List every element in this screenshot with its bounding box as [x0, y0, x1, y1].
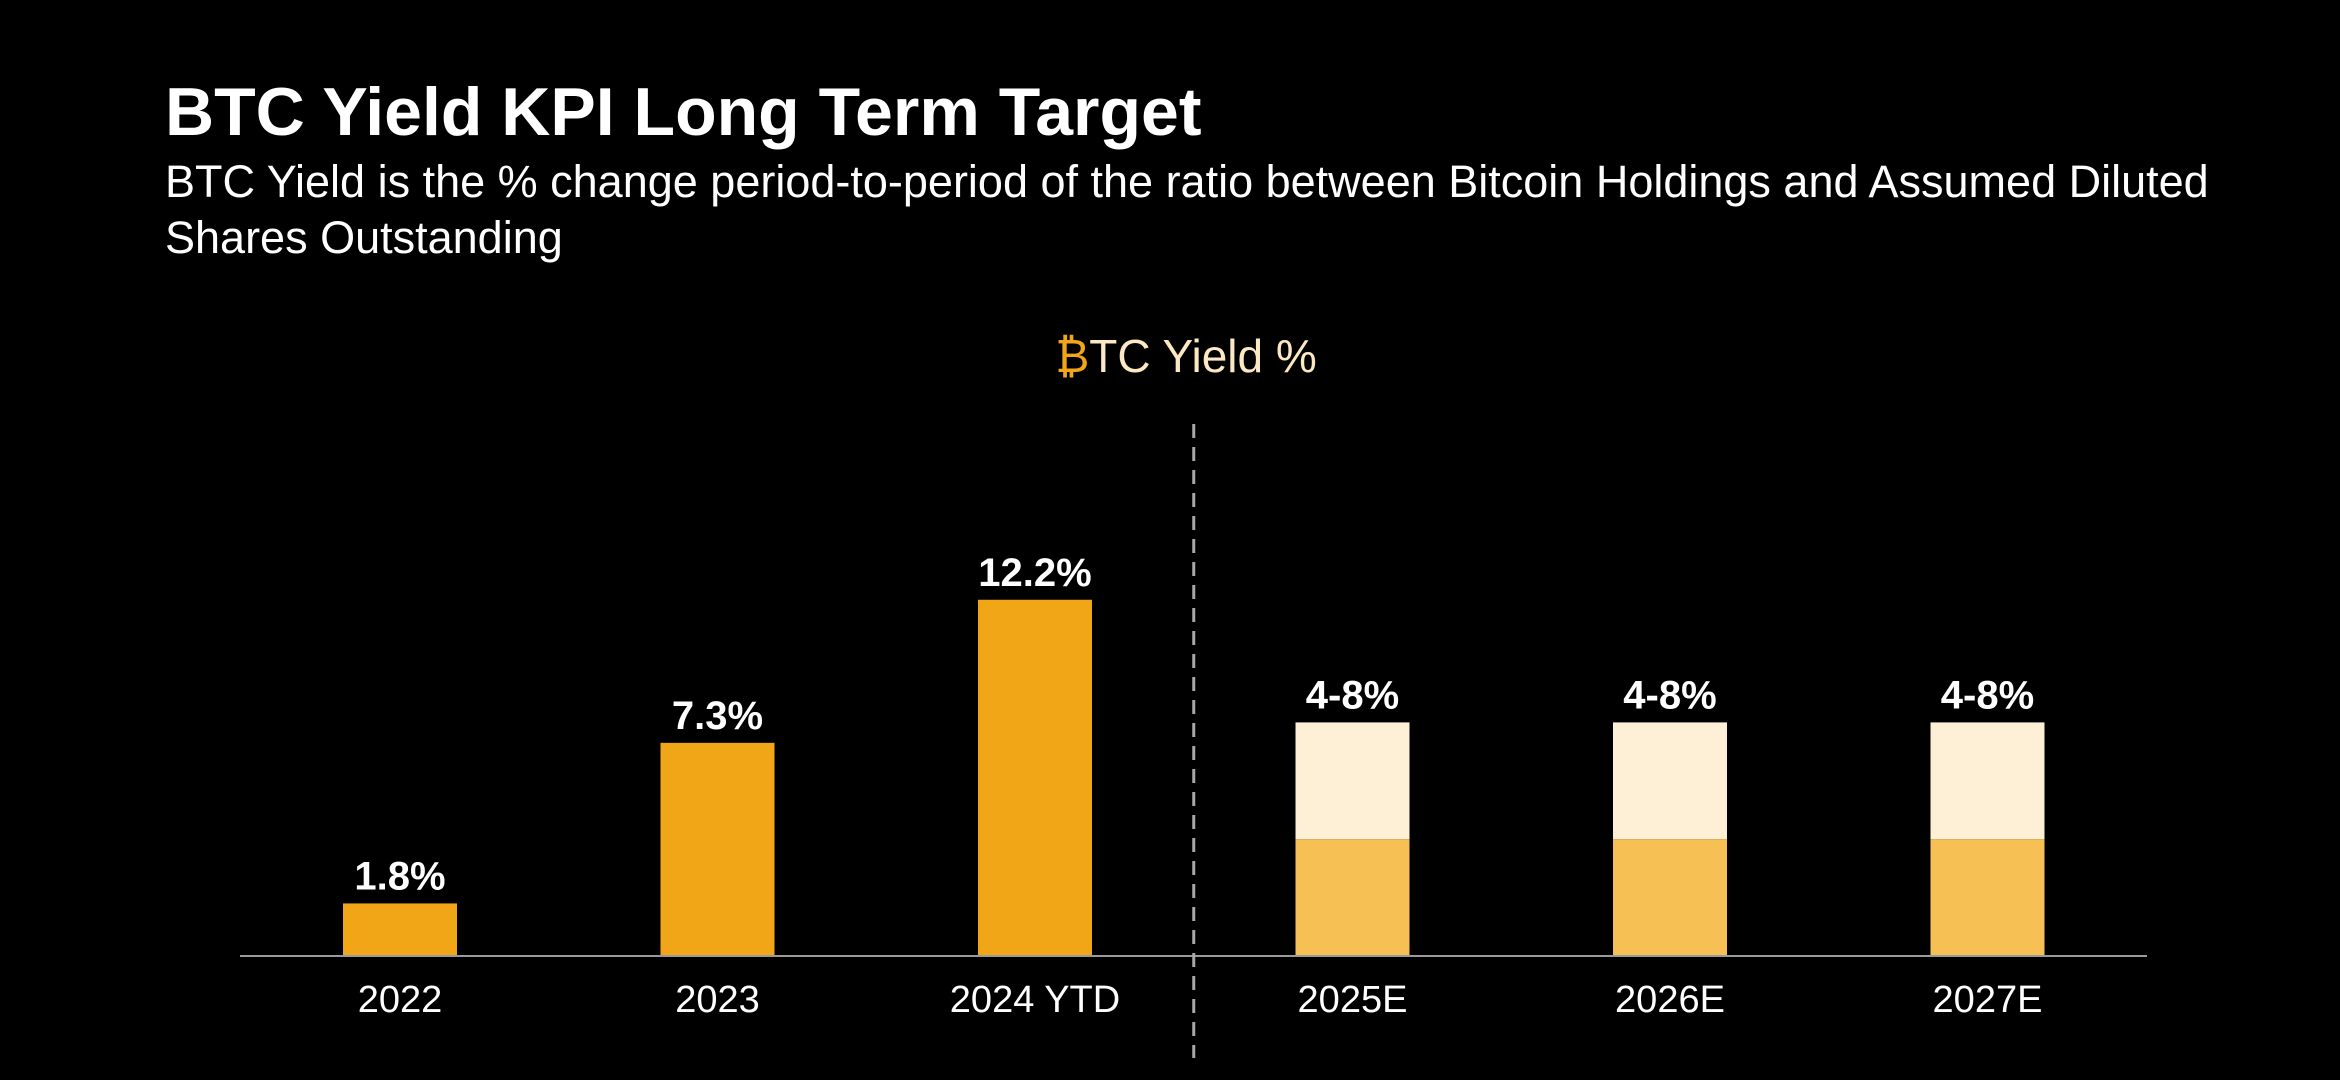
data-label: 1.8% — [354, 854, 445, 898]
data-label: 12.2% — [978, 551, 1091, 595]
range-bar-low-2025e — [1295, 839, 1410, 956]
range-bar-high-2026e — [1613, 722, 1727, 840]
data-label: 4-8% — [1306, 673, 1399, 717]
range-bar-high-2027e — [1930, 722, 2045, 840]
data-label: 7.3% — [672, 694, 763, 738]
data-label: 4-8% — [1941, 673, 2034, 717]
x-tick-label: 2023 — [675, 979, 760, 1021]
page-title: BTC Yield KPI Long Term Target — [165, 74, 1202, 150]
data-label: 4-8% — [1623, 673, 1716, 717]
bar-2022 — [343, 903, 457, 956]
bitcoin-symbol-icon: ₿ — [1055, 330, 1090, 382]
range-bar-low-2026e — [1613, 839, 1727, 956]
x-tick-label: 2026E — [1615, 979, 1725, 1021]
x-tick-label: 2022 — [358, 979, 443, 1021]
x-tick-label: 2025E — [1298, 979, 1408, 1021]
chart-title-text: TC Yield % — [1089, 330, 1317, 382]
chart-title: ₿TC Yield % — [0, 326, 2340, 386]
page-subtitle: BTC Yield is the % change period-to-peri… — [165, 156, 2209, 263]
x-tick-label: 2027E — [1933, 979, 2043, 1021]
range-bar-low-2027e — [1930, 839, 2045, 956]
bar-2024-ytd — [978, 599, 1092, 956]
bar-2023 — [660, 742, 775, 956]
x-tick-label: 2024 YTD — [950, 979, 1120, 1021]
range-bar-high-2025e — [1295, 722, 1410, 840]
